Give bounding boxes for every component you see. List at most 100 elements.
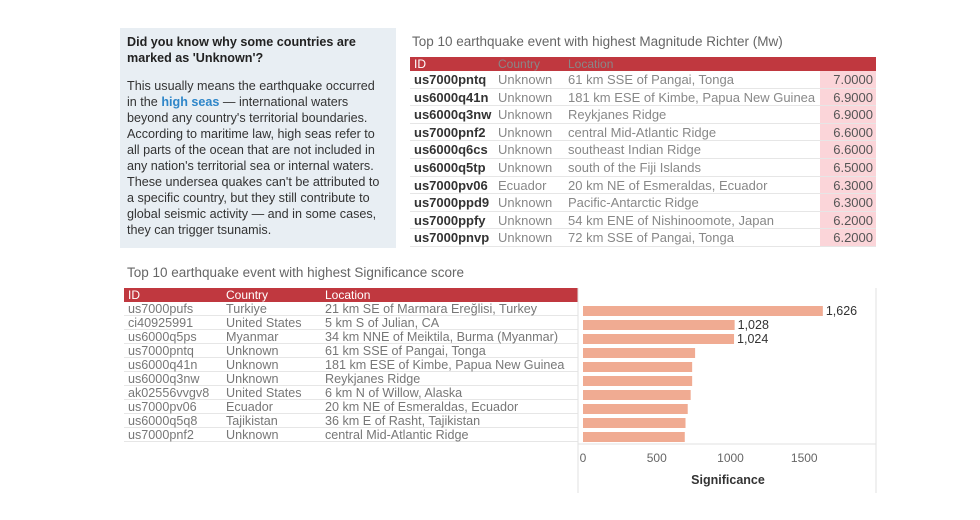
row-magnitude: 6.6000 — [820, 123, 876, 141]
magnitude-table-body: us7000pntq Unknown 61 km SSE of Pangai, To… — [410, 71, 876, 247]
row-id: us6000q6cs — [414, 142, 488, 158]
row-location: Pacific-Antarctic Ridge — [568, 195, 699, 211]
row-country: Unknown — [498, 212, 553, 228]
row-id: us7000pnf2 — [414, 124, 486, 140]
significance-table: ID Country Location us7000pufs Turkiye 21 … — [124, 288, 578, 442]
row-country: Unknown — [498, 72, 553, 87]
significance-title: Top 10 earthquake event with highest Sig… — [127, 265, 464, 280]
row-location: 20 km NE of Esmeraldas, Ecuador — [568, 177, 768, 193]
bar — [583, 348, 696, 358]
row-location: southeast Indian Ridge — [568, 142, 701, 158]
header-id: ID — [414, 57, 426, 71]
row-location: 34 km NNE of Meiktila, Burma (Myanmar) — [325, 330, 559, 344]
row-id: us7000pntq — [128, 344, 194, 358]
row-id: us7000pv06 — [128, 400, 197, 414]
row-location: 181 km ESE of Kimbe, Papua New Guinea — [568, 89, 816, 105]
row-location: 20 km NE of Esmeraldas, Ecuador — [325, 400, 519, 414]
table-row: us7000pufs Turkiye 21 km SE of Marmara Ere… — [124, 302, 578, 316]
row-id: us6000q5tp — [414, 159, 486, 175]
row-location: Reykjanes Ridge — [568, 107, 667, 123]
x-tick-label: 1500 — [791, 451, 818, 465]
table-row: us6000q41n Unknown 181 km ESE of Kimbe, Pa… — [124, 358, 578, 372]
bar — [583, 390, 691, 400]
row-location: 61 km SSE of Pangai, Tonga — [325, 344, 486, 358]
row-country: United States — [226, 386, 302, 400]
row-location: 54 km ENE of Nishinoomote, Japan — [568, 212, 774, 228]
row-magnitude: 6.6000 — [820, 141, 876, 158]
table-row: us7000pntq Unknown 61 km SSE of Pangai, To… — [410, 71, 876, 89]
row-country: Unknown — [226, 358, 279, 372]
row-country: Unknown — [498, 142, 553, 158]
row-id: us7000pv06 — [414, 177, 488, 193]
row-id: us7000pnvp — [414, 230, 490, 246]
header-country: Country — [498, 57, 541, 71]
row-location: Reykjanes Ridge — [325, 372, 421, 386]
row-country: Ecuador — [226, 400, 273, 414]
row-location: 36 km E of Rasht, Tajikistan — [325, 414, 481, 428]
bar-data-label: 1,626 — [826, 304, 857, 318]
table-row: us6000q5ps Myanmar 34 km NNE of Meiktila, … — [124, 330, 578, 344]
row-country: United States — [226, 316, 302, 330]
info-highlight: high seas — [161, 95, 220, 109]
bar — [583, 404, 688, 414]
row-location: central Mid-Atlantic Ridge — [325, 428, 469, 442]
info-box: Did you know why some countries are mark… — [120, 28, 396, 248]
row-magnitude: 6.2000 — [820, 229, 876, 246]
bar — [583, 306, 823, 316]
table-row: ci40925991 United States 5 km S of Julian,… — [124, 316, 578, 330]
bar — [583, 334, 735, 344]
row-country: Unknown — [498, 195, 553, 211]
bar — [583, 320, 735, 330]
x-tick-label: 0 — [580, 451, 587, 465]
bar — [583, 432, 685, 442]
significance-bar-chart: 1,626 1,028 1,024 0 500 1000 1500 Significance — [577, 288, 878, 498]
header-id: ID — [128, 288, 140, 302]
row-magnitude: 6.3000 — [820, 176, 876, 194]
magnitude-table-header: ID Country Location — [410, 57, 876, 71]
x-tick-label: 1000 — [717, 451, 744, 465]
header-country: Country — [226, 288, 269, 302]
table-row: us7000pntq Unknown 61 km SSE of Pangai, To… — [124, 344, 578, 358]
row-location: south of the Fiji Islands — [568, 159, 701, 175]
row-location: central Mid-Atlantic Ridge — [568, 124, 717, 140]
row-country: Ecuador — [498, 177, 547, 193]
row-id: us6000q3nw — [414, 107, 492, 123]
row-id: ci40925991 — [128, 316, 194, 330]
row-country: Myanmar — [226, 330, 279, 344]
info-heading: Did you know why some countries are mark… — [127, 35, 356, 65]
table-row: us6000q5tp Unknown south of the Fiji Islan… — [410, 158, 876, 177]
bar — [583, 362, 693, 372]
row-id: us6000q5ps — [128, 330, 197, 344]
row-magnitude: 7.0000 — [820, 71, 876, 88]
table-row: us6000q3nw Unknown Reykjanes Ridge 6.9000 — [410, 106, 876, 124]
row-id: us7000ppd9 — [414, 195, 490, 211]
row-location: 72 km SSE of Pangai, Tonga — [568, 230, 734, 246]
info-body-pre: This usually means the earthquake occurr… — [127, 79, 375, 109]
significance-table-body: us7000pufs Turkiye 21 km SE of Marmara Ere… — [124, 302, 578, 442]
row-country: Unknown — [498, 107, 553, 123]
row-location: 6 km N of Willow, Alaska — [325, 386, 463, 400]
row-id: us7000pntq — [414, 72, 487, 87]
significance-table-header: ID Country Location — [124, 288, 578, 302]
row-country: Unknown — [498, 124, 553, 140]
table-row: ak02556vvgv8 United States 6 km N of Willo… — [124, 386, 578, 400]
row-magnitude: 6.9000 — [820, 88, 876, 106]
table-row: us7000ppfy Unknown 54 km ENE of Nishinoomo… — [410, 211, 876, 230]
table-row: us7000pnf2 Unknown central Mid-Atlantic Ri… — [124, 428, 578, 442]
table-row: us6000q5q8 Tajikistan 36 km E of Rasht, Ta… — [124, 414, 578, 428]
header-location: Location — [325, 288, 371, 302]
x-tick-label: 500 — [647, 451, 667, 465]
row-id: us7000pnf2 — [128, 428, 194, 442]
table-row: us6000q6cs Unknown southeast Indian Ridge 6… — [410, 141, 876, 159]
table-row: us7000pv06 Ecuador 20 km NE of Esmeraldas,… — [410, 176, 876, 195]
table-row: us6000q3nw Unknown Reykjanes Ridge — [124, 372, 578, 386]
row-id: ak02556vvgv8 — [128, 386, 210, 400]
row-location: 181 km ESE of Kimbe, Papua New Guinea — [325, 358, 565, 372]
bar — [583, 376, 693, 386]
row-country: Turkiye — [226, 302, 267, 316]
table-row: us7000pnf2 Unknown central Mid-Atlantic Ri… — [410, 123, 876, 142]
row-id: us6000q41n — [128, 358, 198, 372]
table-row: us7000ppd9 Unknown Pacific-Antarctic Ridge… — [410, 194, 876, 212]
row-magnitude: 6.2000 — [820, 211, 876, 229]
row-magnitude: 6.9000 — [820, 106, 876, 123]
